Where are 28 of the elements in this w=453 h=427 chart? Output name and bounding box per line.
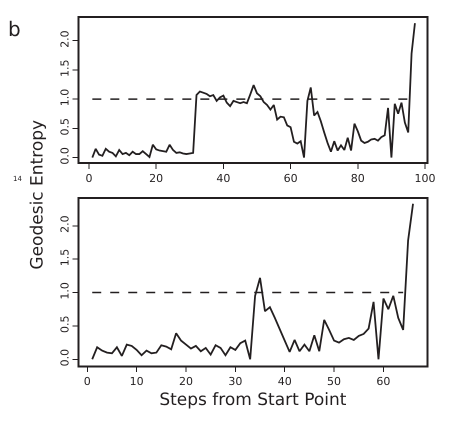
- y-tick-label: 0.0: [58, 348, 72, 366]
- y-tick-label: 1.5: [58, 248, 72, 266]
- y-axis-title: Geodesic Entropy: [27, 120, 48, 270]
- x-tick-label: 0: [84, 375, 91, 388]
- y-tick-label: 2.0: [58, 215, 72, 233]
- x-tick-label: 20: [179, 375, 193, 388]
- y-tick-label: 2.0: [58, 30, 72, 48]
- x-axis-title: Steps from Start Point: [159, 390, 347, 410]
- x-tick-label: 100: [414, 172, 436, 186]
- y-tick-label: 1.0: [58, 88, 72, 106]
- y-tick-label: 0.5: [58, 315, 72, 333]
- line-series: [91, 22, 416, 158]
- x-tick-label: 40: [216, 172, 230, 186]
- x-tick-label: 40: [278, 375, 292, 388]
- y-tick-label: 1.5: [58, 60, 72, 78]
- x-tick-label: 60: [376, 375, 390, 388]
- y-tick-label: 0.0: [58, 147, 72, 165]
- x-tick-label: 30: [228, 375, 242, 388]
- x-tick-label: 0: [85, 172, 92, 186]
- y-tick-label: 1.0: [58, 282, 72, 300]
- x-tick-label: 20: [149, 172, 164, 186]
- x-tick-label: 80: [350, 172, 365, 186]
- x-tick-label: 50: [327, 375, 342, 388]
- text: b: [8, 17, 21, 41]
- line-series: [91, 202, 414, 360]
- x-tick-label: 10: [130, 375, 144, 388]
- y-tick-label: 0.5: [58, 118, 72, 136]
- x-tick-label: 60: [284, 172, 298, 186]
